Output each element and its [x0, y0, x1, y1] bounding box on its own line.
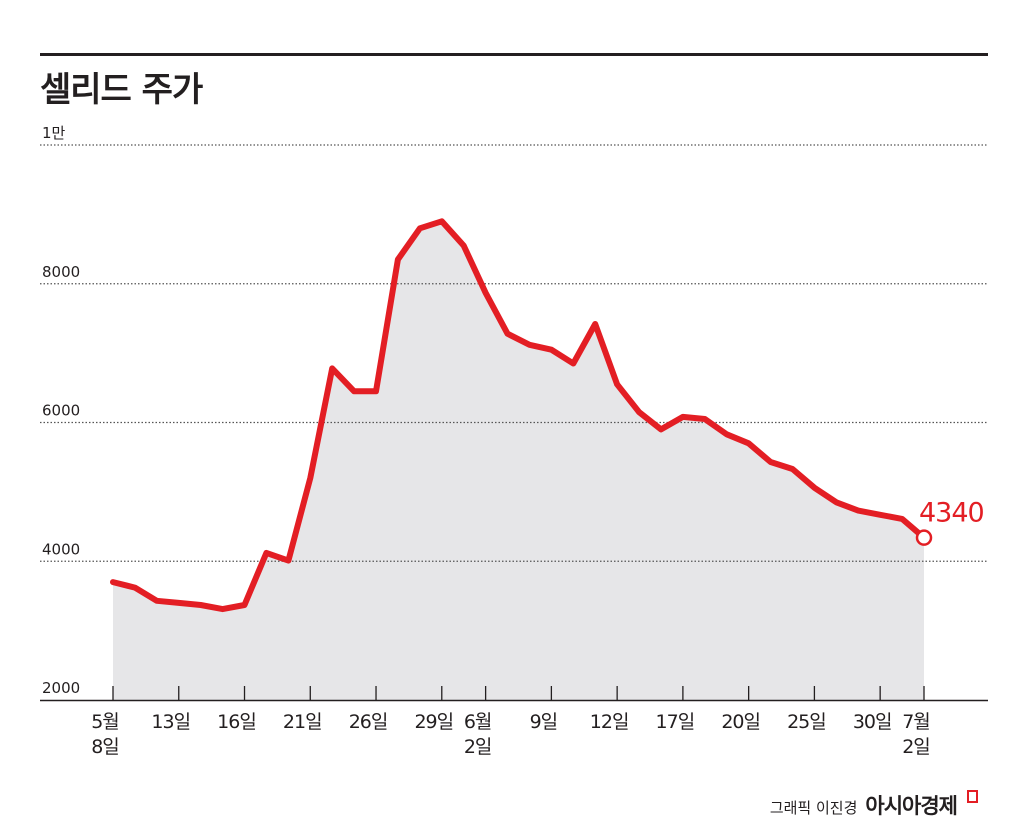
x-tick-label: 16일 — [217, 711, 256, 733]
y-tick-label: 6000 — [42, 402, 80, 420]
x-tick-label: 12일 — [590, 711, 629, 733]
chart-title: 셀리드 주가 — [40, 70, 203, 110]
x-tick-label: 26일 — [349, 711, 388, 733]
y-tick-label: 1만 — [42, 124, 66, 142]
last-point-marker — [915, 529, 933, 546]
top-rule — [40, 53, 988, 56]
x-tick-label: 2일 — [902, 736, 930, 758]
price-line — [110, 218, 927, 613]
x-tick-label: 2일 — [464, 736, 492, 758]
x-tick-label: 20일 — [721, 711, 760, 733]
x-tick-label: 8일 — [91, 736, 119, 758]
x-tick-label: 7월 — [902, 711, 930, 733]
x-tick-label: 9일 — [530, 711, 558, 733]
area-fill — [113, 221, 924, 701]
x-tick-label: 21일 — [283, 711, 322, 733]
y-tick-label: 8000 — [42, 263, 80, 281]
x-tick-label: 30일 — [853, 711, 892, 733]
graphic-credit: 그래픽 이진경 — [769, 799, 858, 817]
x-tick-label: 6월 — [464, 711, 492, 733]
x-tick-label: 25일 — [787, 711, 826, 733]
x-tick-label: 17일 — [656, 711, 695, 733]
last-value-label: 4340 — [919, 498, 984, 529]
footer: 그래픽 이진경 아시아경제 — [770, 790, 978, 820]
x-tick-label: 29일 — [414, 711, 453, 733]
brand-logo: 아시아경제 — [865, 794, 958, 818]
x-tick-label: 13일 — [151, 711, 190, 733]
brand-mark-icon — [967, 790, 978, 803]
y-tick-label: 2000 — [42, 679, 80, 697]
y-tick-label: 4000 — [42, 540, 80, 558]
x-tick-label: 5월 — [91, 711, 119, 733]
